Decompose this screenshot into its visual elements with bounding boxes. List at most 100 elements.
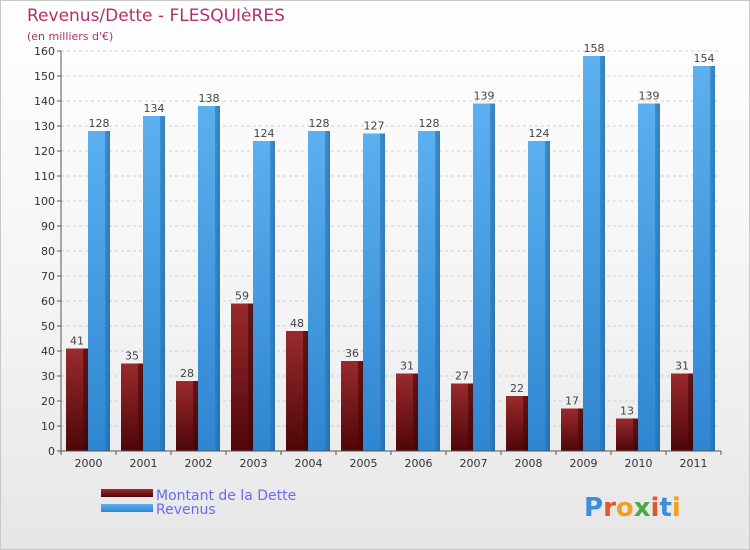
bar-revenus-shade	[710, 66, 715, 451]
x-tick-label: 2009	[570, 457, 598, 470]
value-label: 22	[510, 382, 524, 395]
bar-revenus	[253, 141, 275, 451]
value-label: 128	[309, 117, 330, 130]
x-tick-label: 2005	[350, 457, 378, 470]
x-tick-label: 2004	[295, 457, 323, 470]
bar-revenus	[308, 131, 330, 451]
value-labels: 41 128 35 134 28 138 59 124 48 128 36 127 31 128 27 139…	[70, 42, 715, 418]
bar-debt-shade	[83, 348, 88, 451]
bar-revenus	[363, 133, 385, 451]
x-tick-label: 2008	[515, 457, 543, 470]
y-tick-label: 20	[41, 395, 55, 408]
value-label: 128	[419, 117, 440, 130]
bar-debt-shade	[688, 373, 693, 451]
value-label: 127	[364, 120, 385, 133]
bar-revenus-shade	[215, 106, 220, 451]
y-tick-label: 40	[41, 345, 55, 358]
bar-debt-shade	[303, 331, 308, 451]
y-tick-label: 30	[41, 370, 55, 383]
bar-debt	[341, 361, 363, 451]
bar-debt-shade	[578, 408, 583, 451]
bar-debt-shade	[138, 363, 143, 451]
bar-revenus	[418, 131, 440, 451]
x-tick-label: 2001	[130, 457, 158, 470]
bar-revenus-shade	[105, 131, 110, 451]
y-tick-label: 90	[41, 220, 55, 233]
bars	[66, 56, 715, 451]
y-tick-label: 110	[34, 170, 55, 183]
bar-revenus-shade	[270, 141, 275, 451]
bar-revenus	[583, 56, 605, 451]
bar-revenus-shade	[435, 131, 440, 451]
value-label: 36	[345, 347, 359, 360]
value-label: 13	[620, 405, 634, 418]
bar-debt	[66, 348, 88, 451]
bar-debt	[506, 396, 528, 451]
value-label: 158	[584, 42, 605, 55]
bar-revenus-shade	[600, 56, 605, 451]
bar-revenus-shade	[325, 131, 330, 451]
bar-debt-shade	[413, 373, 418, 451]
chart-title: Revenus/Dette - FLESQUIèRES	[27, 6, 285, 26]
y-tick-label: 130	[34, 120, 55, 133]
value-label: 134	[144, 102, 165, 115]
value-label: 124	[254, 127, 275, 140]
y-tick-label: 140	[34, 95, 55, 108]
bar-debt	[286, 331, 308, 451]
bar-revenus	[638, 103, 660, 451]
bar-debt	[451, 383, 473, 451]
value-label: 154	[694, 52, 715, 65]
y-tick-label: 150	[34, 70, 55, 83]
bar-debt	[231, 303, 253, 451]
gridlines	[61, 50, 721, 452]
bar-debt-shade	[468, 383, 473, 451]
x-tick-label: 2011	[680, 457, 708, 470]
legend-label-revenus: Revenus	[156, 502, 216, 518]
chart-subtitle: (en milliers d'€)	[27, 30, 113, 43]
bar-debt	[176, 381, 198, 451]
bar-revenus	[693, 66, 715, 451]
x-tick-label: 2000	[75, 457, 103, 470]
bar-debt	[616, 418, 638, 451]
value-label: 28	[180, 367, 194, 380]
y-tick-label: 10	[41, 420, 55, 433]
bar-revenus-shade	[380, 133, 385, 451]
x-tick-label: 2002	[185, 457, 213, 470]
x-tick-label: 2007	[460, 457, 488, 470]
bar-revenus-shade	[655, 103, 660, 451]
bar-debt-shade	[633, 418, 638, 451]
bar-revenus	[528, 141, 550, 451]
bar-revenus	[198, 106, 220, 451]
legend-label-debt: Montant de la Dette	[156, 488, 296, 504]
y-tick-label: 0	[48, 445, 55, 458]
bar-revenus-shade	[490, 103, 495, 451]
bar-debt-shade	[248, 303, 253, 451]
y-tick-label: 80	[41, 245, 55, 258]
y-tick-label: 70	[41, 270, 55, 283]
bar-revenus-shade	[160, 116, 165, 451]
y-tick-label: 50	[41, 320, 55, 333]
y-tick-label: 120	[34, 145, 55, 158]
value-label: 31	[400, 360, 414, 373]
x-tick-label: 2003	[240, 457, 268, 470]
value-label: 59	[235, 290, 249, 303]
y-axis-ticks: 0 10 20 30 40 50 60 70 80 90 100 110 120 130 140 150 160	[34, 45, 61, 458]
value-label: 31	[675, 360, 689, 373]
y-tick-label: 160	[34, 45, 55, 58]
bar-revenus	[88, 131, 110, 451]
value-label: 139	[639, 90, 660, 103]
bar-debt	[396, 373, 418, 451]
bar-debt-shade	[358, 361, 363, 451]
bar-debt	[671, 373, 693, 451]
value-label: 35	[125, 350, 139, 363]
legend-swatch-revenus	[101, 504, 153, 512]
bar-debt-shade	[193, 381, 198, 451]
bar-revenus-shade	[545, 141, 550, 451]
bar-debt	[121, 363, 143, 451]
value-label: 138	[199, 92, 220, 105]
bar-debt	[561, 408, 583, 451]
value-label: 27	[455, 370, 469, 383]
value-label: 41	[70, 335, 84, 348]
